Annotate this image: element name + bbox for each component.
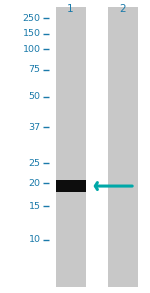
Text: 100: 100 (22, 45, 40, 54)
Text: 10: 10 (28, 235, 40, 244)
Text: 50: 50 (28, 92, 40, 101)
Text: 20: 20 (28, 179, 40, 188)
Bar (56, 7, 86, 287)
Text: 15: 15 (28, 202, 40, 211)
Text: 2: 2 (120, 4, 126, 14)
Text: 25: 25 (28, 159, 40, 168)
Bar (108, 7, 138, 287)
Text: 75: 75 (28, 65, 40, 74)
Text: 250: 250 (22, 14, 40, 23)
Text: 37: 37 (28, 123, 40, 132)
Bar (56, 180, 86, 192)
Text: 150: 150 (22, 29, 40, 38)
Text: 1: 1 (67, 4, 74, 14)
